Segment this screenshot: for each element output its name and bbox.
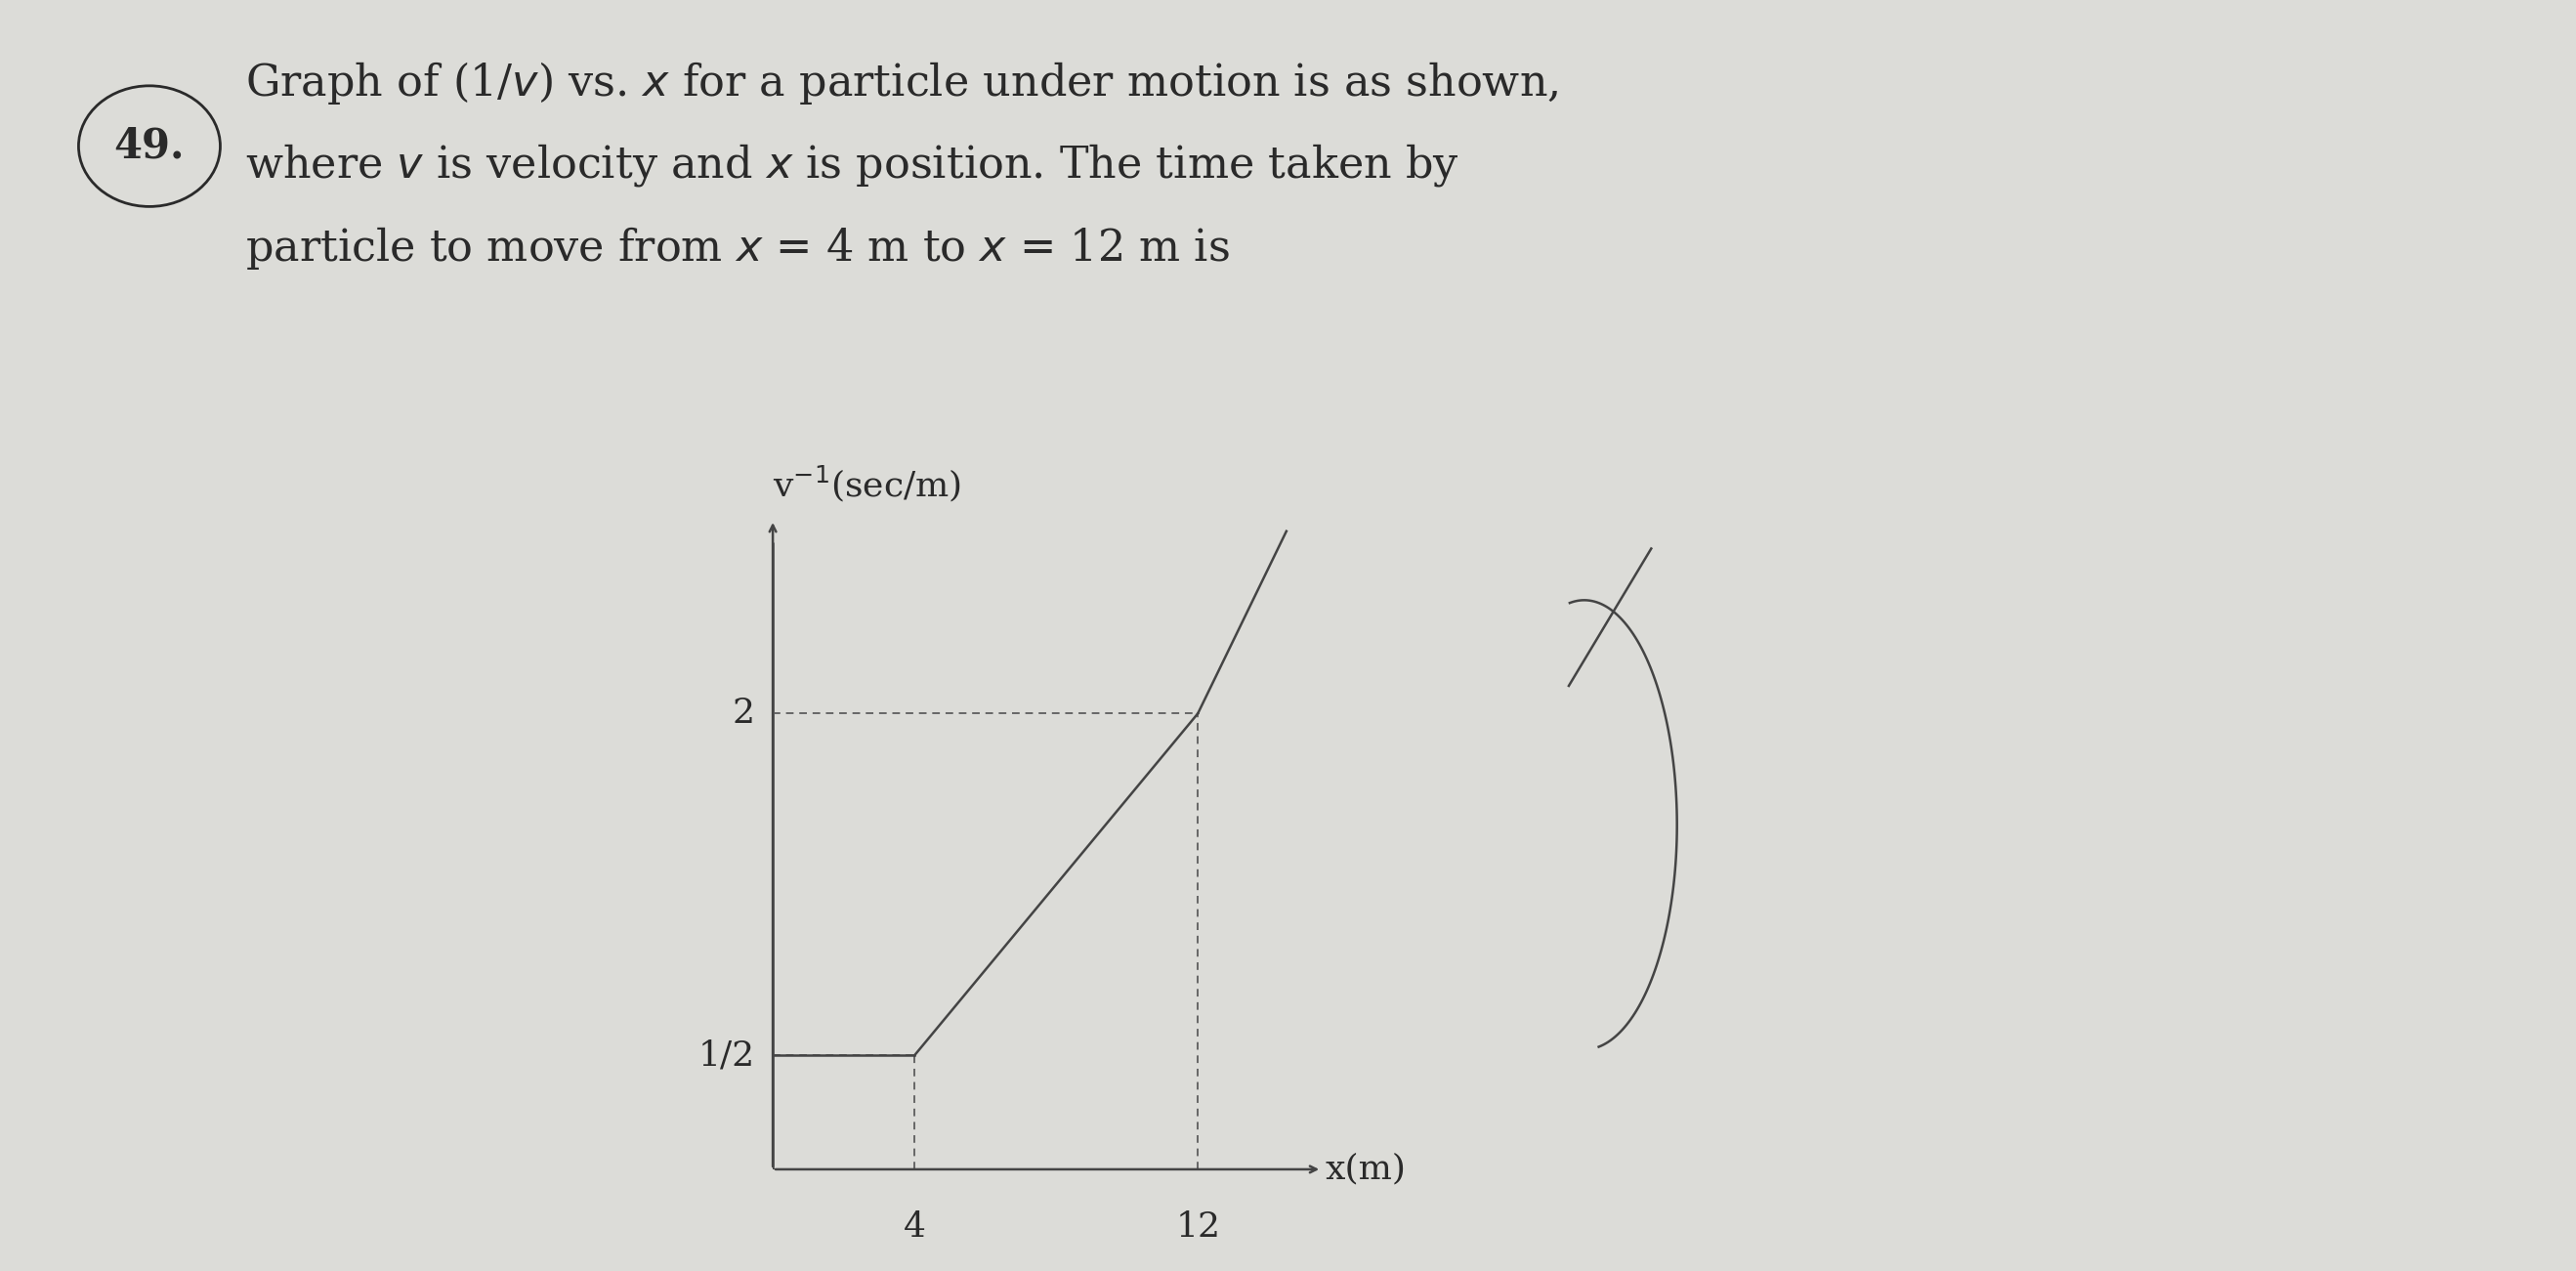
Text: particle to move from $x$ = 4 m to $x$ = 12 m is: particle to move from $x$ = 4 m to $x$ =… <box>245 225 1229 271</box>
Text: where $v$ is velocity and $x$ is position. The time taken by: where $v$ is velocity and $x$ is positio… <box>245 142 1458 188</box>
Text: v$^{-1}$(sec/m): v$^{-1}$(sec/m) <box>773 464 961 503</box>
Text: 4: 4 <box>904 1210 925 1243</box>
Text: 1/2: 1/2 <box>698 1038 755 1071</box>
Text: Graph of (1/$v$) vs. $x$ for a particle under motion is as shown,: Graph of (1/$v$) vs. $x$ for a particle … <box>245 60 1558 105</box>
Text: 2: 2 <box>732 697 755 730</box>
Text: 49.: 49. <box>113 126 185 167</box>
Text: 12: 12 <box>1175 1210 1221 1243</box>
Text: x(m): x(m) <box>1324 1153 1406 1186</box>
